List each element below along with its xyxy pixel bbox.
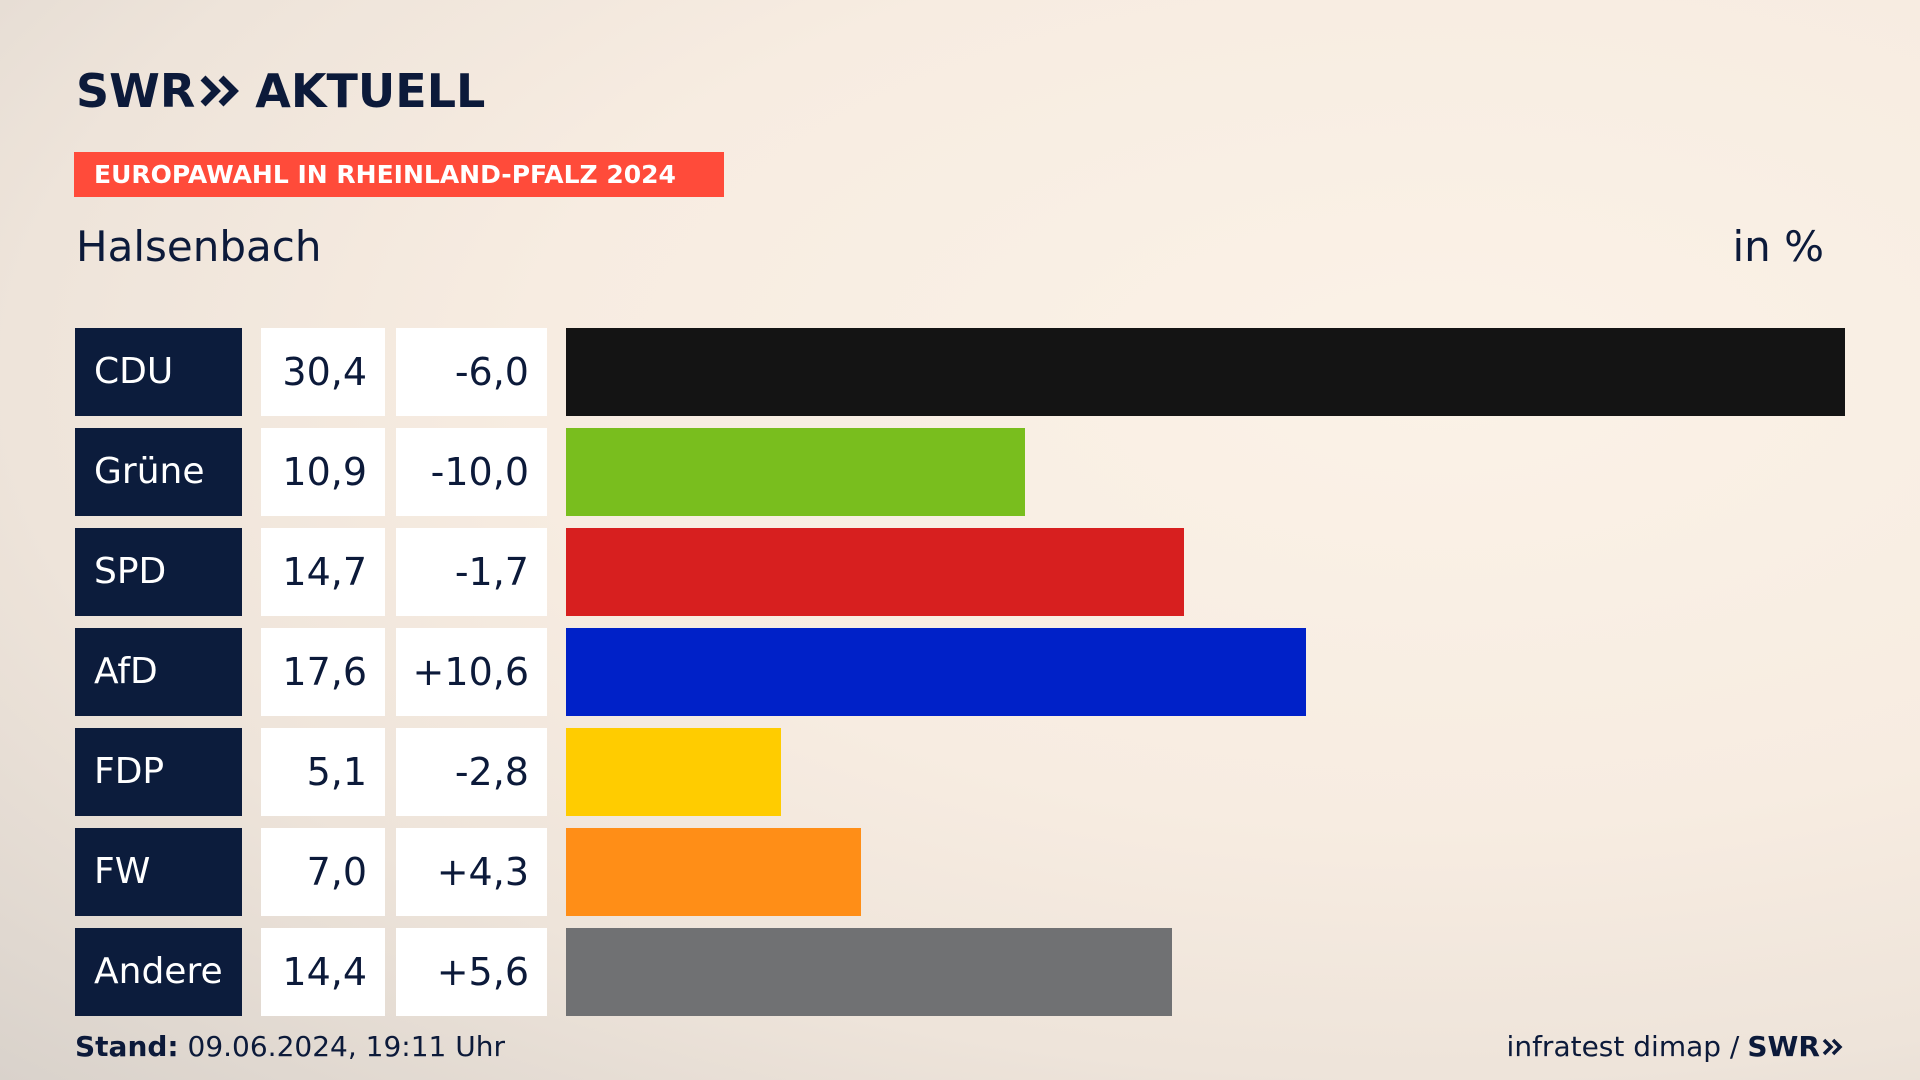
vote-change-value: +10,6	[396, 628, 547, 716]
result-row: CDU 30,4 -6,0	[0, 328, 1920, 416]
vote-change-value: +5,6	[396, 928, 547, 1016]
result-row: AfD 17,6 +10,6	[0, 628, 1920, 716]
vote-share-value: 7,0	[261, 828, 385, 916]
party-label: FW	[75, 828, 242, 916]
result-row: SPD 14,7 -1,7	[0, 528, 1920, 616]
source-brand: SWR	[1747, 1030, 1820, 1063]
swr-aktuell-logo: SWR AKTUELL	[76, 64, 486, 118]
result-row: FW 7,0 +4,3	[0, 828, 1920, 916]
result-bar	[566, 528, 1184, 616]
vote-change-value: +4,3	[396, 828, 547, 916]
vote-change-value: -6,0	[396, 328, 547, 416]
result-bar	[566, 328, 1845, 416]
party-label: Andere	[75, 928, 242, 1016]
vote-share-value: 10,9	[261, 428, 385, 516]
party-label: SPD	[75, 528, 242, 616]
region-title: Halsenbach	[76, 222, 322, 271]
result-bar	[566, 828, 861, 916]
party-label: AfD	[75, 628, 242, 716]
vote-change-value: -2,8	[396, 728, 547, 816]
result-bar	[566, 428, 1025, 516]
election-banner: EUROPAWAHL IN RHEINLAND-PFALZ 2024	[74, 152, 724, 197]
vote-share-value: 5,1	[261, 728, 385, 816]
small-double-chevron-icon	[1822, 1038, 1843, 1055]
source-credit: infratest dimap / SWR	[1507, 1030, 1844, 1063]
vote-share-value: 14,4	[261, 928, 385, 1016]
double-chevron-icon	[200, 75, 240, 107]
result-bar	[566, 728, 781, 816]
result-bar	[566, 628, 1306, 716]
logo-brand: SWR	[76, 64, 196, 118]
party-label: Grüne	[75, 428, 242, 516]
vote-share-value: 14,7	[261, 528, 385, 616]
stand-value: 09.06.2024, 19:11 Uhr	[178, 1030, 505, 1063]
vote-change-value: -10,0	[396, 428, 547, 516]
source-text: infratest dimap /	[1506, 1030, 1740, 1063]
stand-label: Stand:	[75, 1030, 179, 1063]
result-row: Grüne 10,9 -10,0	[0, 428, 1920, 516]
vote-share-value: 30,4	[261, 328, 385, 416]
vote-change-value: -1,7	[396, 528, 547, 616]
logo-product: AKTUELL	[255, 64, 486, 118]
result-bar	[566, 928, 1172, 1016]
result-row: Andere 14,4 +5,6	[0, 928, 1920, 1016]
timestamp: Stand: 09.06.2024, 19:11 Uhr	[75, 1030, 505, 1063]
party-label: CDU	[75, 328, 242, 416]
result-row: FDP 5,1 -2,8	[0, 728, 1920, 816]
unit-label: in %	[1732, 222, 1824, 271]
party-label: FDP	[75, 728, 242, 816]
vote-share-value: 17,6	[261, 628, 385, 716]
